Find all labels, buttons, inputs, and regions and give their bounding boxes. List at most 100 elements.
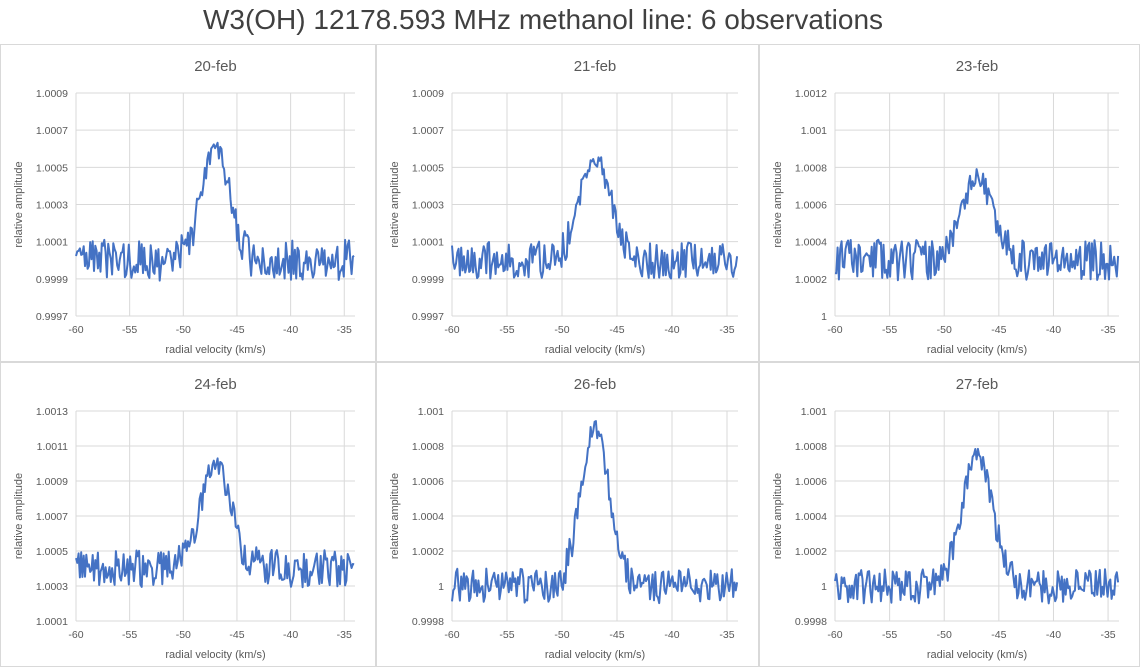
y-tick-label: 1.0005	[36, 162, 68, 174]
y-axis-label: relative amplitude	[772, 161, 784, 247]
x-tick-label: -35	[719, 629, 734, 641]
x-tick-label: -60	[444, 324, 459, 336]
x-tick-label: -40	[1046, 324, 1061, 336]
y-tick-label: 1.001	[801, 125, 827, 137]
series-line	[451, 420, 739, 605]
page-title: W3(OH) 12178.593 MHz methanol line: 6 ob…	[202, 4, 884, 35]
x-axis-label: radial velocity (km/s)	[165, 649, 265, 661]
y-tick-label: 1.0006	[412, 476, 444, 488]
x-tick-label: -45	[609, 629, 624, 641]
y-tick-label: 1.0005	[412, 162, 444, 174]
chart-panel-20-feb: 20-feb 0.9997 0.9999 1.0001 1.0003 1.0005 1.00…	[0, 44, 376, 362]
x-tick-label: -35	[337, 629, 352, 641]
chart-svg: 21-feb 0.9997 0.9999 1.0001 1.0003 1.0005 1.00…	[389, 58, 739, 356]
chart-svg: 24-feb 1.0001 1.0003 1.0005 1.0007 1.0009 1.00…	[13, 376, 355, 661]
y-tick-label: 1.0012	[795, 88, 827, 100]
y-tick-label: 1.0009	[412, 88, 444, 100]
y-tick-label: 1.0003	[412, 200, 444, 212]
chart-title: 23-feb	[956, 58, 999, 75]
x-tick-label: -35	[1100, 629, 1115, 641]
x-tick-label: -45	[609, 324, 624, 336]
x-tick-label: -35	[1100, 324, 1115, 336]
series-line	[451, 156, 739, 280]
x-tick-label: -45	[991, 629, 1006, 641]
y-tick-label: 0.9999	[412, 274, 444, 286]
chart-svg: 23-feb 1 1.0002 1.0004 1.0006 1.0008 1.001 1.00…	[772, 58, 1120, 356]
y-tick-label: 1.001	[418, 406, 444, 418]
y-axis-label: relative amplitude	[389, 473, 401, 559]
y-tick-label: 1.0001	[36, 237, 68, 249]
y-tick-label: 1.0003	[36, 200, 68, 212]
y-axis-label: relative amplitude	[13, 473, 25, 559]
x-tick-label: -50	[176, 629, 191, 641]
y-tick-label: 1.0004	[795, 237, 827, 249]
chart-svg: 26-feb 0.9998 1 1.0002 1.0004 1.0006 1.0008 1.0…	[389, 376, 739, 661]
x-tick-label: -50	[937, 324, 952, 336]
x-tick-label: -45	[229, 629, 244, 641]
x-tick-label: -40	[664, 629, 679, 641]
y-axis-label: relative amplitude	[772, 473, 784, 559]
x-tick-label: -55	[499, 629, 514, 641]
x-axis-label: radial velocity (km/s)	[545, 649, 645, 661]
x-axis-label: radial velocity (km/s)	[165, 344, 265, 356]
x-tick-label: -40	[664, 324, 679, 336]
chart-title: 27-feb	[956, 376, 999, 393]
chart-panel-24-feb: 24-feb 1.0001 1.0003 1.0005 1.0007 1.0009 1.00…	[0, 362, 376, 667]
y-tick-label: 1.0004	[795, 511, 827, 523]
series-line	[834, 447, 1120, 605]
chart-svg: 27-feb 0.9998 1 1.0002 1.0004 1.0006 1.0008 1.0…	[772, 376, 1120, 661]
y-tick-label: 1.0005	[36, 546, 68, 558]
x-tick-label: -40	[283, 629, 298, 641]
x-tick-label: -45	[229, 324, 244, 336]
x-tick-label: -60	[444, 629, 459, 641]
x-tick-label: -55	[882, 324, 897, 336]
x-axis-label: radial velocity (km/s)	[927, 649, 1027, 661]
y-tick-label: 0.9999	[36, 274, 68, 286]
x-tick-label: -55	[122, 324, 137, 336]
y-tick-label: 1.0002	[795, 546, 827, 558]
y-tick-label: 1.0009	[36, 476, 68, 488]
x-tick-label: -35	[719, 324, 734, 336]
chart-svg: 20-feb 0.9997 0.9999 1.0001 1.0003 1.0005 1.00…	[13, 58, 355, 356]
x-tick-label: -55	[122, 629, 137, 641]
y-tick-label: 1.0013	[36, 406, 68, 418]
chart-panel-27-feb: 27-feb 0.9998 1 1.0002 1.0004 1.0006 1.0008 1.0…	[759, 362, 1140, 667]
y-tick-label: 1	[438, 581, 444, 593]
y-tick-label: 0.9997	[412, 311, 444, 323]
x-tick-label: -60	[68, 629, 83, 641]
x-tick-label: -50	[176, 324, 191, 336]
chart-title: 20-feb	[194, 58, 237, 75]
y-tick-label: 0.9998	[795, 616, 827, 628]
chart-title: 26-feb	[574, 376, 617, 393]
y-tick-label: 0.9998	[412, 616, 444, 628]
chart-panel-23-feb: 23-feb 1 1.0002 1.0004 1.0006 1.0008 1.001 1.00…	[759, 44, 1140, 362]
series-line	[75, 141, 355, 282]
y-tick-label: 1.0001	[412, 237, 444, 249]
y-tick-label: 1.001	[801, 406, 827, 418]
x-tick-label: -40	[283, 324, 298, 336]
series-line	[834, 168, 1120, 282]
x-tick-label: -50	[554, 629, 569, 641]
y-tick-label: 1.0003	[36, 581, 68, 593]
y-tick-label: 1.0007	[36, 511, 68, 523]
x-tick-label: -50	[554, 324, 569, 336]
y-tick-label: 1.0006	[795, 200, 827, 212]
x-tick-label: -50	[937, 629, 952, 641]
x-axis-label: radial velocity (km/s)	[545, 344, 645, 356]
y-tick-label: 1.0001	[36, 616, 68, 628]
x-tick-label: -35	[337, 324, 352, 336]
chart-panel-21-feb: 21-feb 0.9997 0.9999 1.0001 1.0003 1.0005 1.00…	[376, 44, 759, 362]
y-axis-label: relative amplitude	[389, 161, 401, 247]
y-tick-label: 0.9997	[36, 311, 68, 323]
chart-title: 21-feb	[574, 58, 617, 75]
y-tick-label: 1.0008	[795, 441, 827, 453]
y-tick-label: 1	[821, 581, 827, 593]
y-tick-label: 1.0009	[36, 88, 68, 100]
x-tick-label: -60	[68, 324, 83, 336]
x-tick-label: -60	[827, 629, 842, 641]
y-tick-label: 1.0002	[412, 546, 444, 558]
y-tick-label: 1.0002	[795, 274, 827, 286]
series-line	[75, 457, 355, 589]
y-tick-label: 1.0006	[795, 476, 827, 488]
y-tick-label: 1.0008	[795, 162, 827, 174]
